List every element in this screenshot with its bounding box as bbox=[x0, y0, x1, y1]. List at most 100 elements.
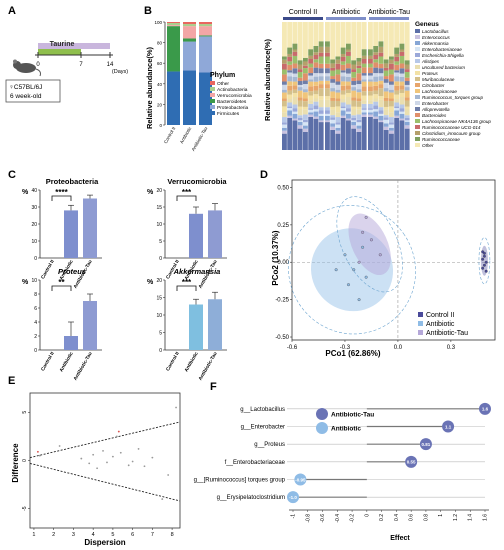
pcoa-point bbox=[334, 268, 338, 272]
genus-bar-segment bbox=[282, 98, 287, 101]
genus-bar-segment bbox=[292, 55, 298, 64]
subplot-bar bbox=[208, 299, 222, 350]
genus-bar-segment bbox=[330, 22, 336, 60]
dispersion-point bbox=[36, 450, 39, 453]
genus-bar-segment bbox=[308, 22, 314, 50]
genus-bar-segment bbox=[351, 69, 357, 72]
genus-bar-segment bbox=[351, 115, 357, 118]
genus-bar-segment bbox=[325, 52, 330, 57]
genus-bar-segment bbox=[318, 122, 324, 150]
genus-bar-segment bbox=[394, 115, 400, 118]
genus-bar-segment bbox=[361, 86, 367, 92]
genus-bar-segment bbox=[351, 97, 357, 101]
subplot-bar bbox=[208, 210, 222, 258]
effect-xtick-label: 0.6 bbox=[409, 514, 415, 521]
genus-bar-segment bbox=[335, 81, 341, 85]
genus-bar-segment bbox=[383, 109, 389, 116]
genus-legend-label: Lachnospiraceae bbox=[422, 89, 457, 94]
dispersion-point bbox=[115, 435, 118, 438]
subplot-xtick-label: Antibiotic bbox=[58, 351, 74, 373]
genus-bar-segment bbox=[356, 122, 362, 126]
lower-threshold-line bbox=[29, 462, 181, 502]
pcoa-point bbox=[481, 257, 485, 261]
dispersion-point bbox=[58, 445, 61, 447]
subplot-title: Proteus bbox=[58, 267, 86, 276]
subplot-xtick-label: Control II bbox=[165, 350, 181, 372]
genus-bar-segment bbox=[361, 49, 367, 56]
pcoa-xtick-label: -0.6 bbox=[287, 345, 298, 351]
pcoa-frame bbox=[291, 179, 496, 341]
significance-stars: *** bbox=[182, 278, 192, 287]
genus-bar-segment bbox=[373, 45, 379, 53]
genus-bar-segment bbox=[297, 81, 303, 85]
effect-xtick-label: -0.8 bbox=[305, 514, 311, 523]
subplot-ytick-label: 2 bbox=[34, 334, 37, 340]
genus-bar-segment bbox=[399, 111, 405, 114]
genus-bar-segment bbox=[303, 89, 308, 93]
genus-bar-segment bbox=[292, 68, 298, 74]
dispersion-point bbox=[111, 455, 114, 458]
genus-bar-segment bbox=[303, 101, 308, 107]
genus-bar-segment bbox=[346, 89, 351, 93]
effect-xtick-label: 1 bbox=[438, 514, 444, 517]
phylum-legend-label: Other bbox=[217, 81, 229, 87]
genus-bar-segment bbox=[394, 47, 400, 54]
genus-bar-segment bbox=[356, 73, 362, 81]
genus-group-header: Antibiotic-Tau bbox=[368, 9, 410, 16]
genus-bar-segment bbox=[287, 106, 293, 109]
panel-e-letter: E bbox=[8, 375, 15, 387]
genus-bar-segment bbox=[313, 116, 319, 119]
genus-bar-segment bbox=[346, 113, 351, 119]
subplot-bar bbox=[189, 304, 203, 350]
genus-bar-segment bbox=[378, 110, 384, 114]
genus-bar-segment bbox=[346, 55, 351, 64]
pcoa-point bbox=[482, 251, 486, 255]
genus-bar-segment bbox=[287, 70, 293, 73]
genus-bar-segment bbox=[313, 101, 319, 106]
dispersion-point bbox=[119, 451, 122, 454]
genus-legend-label: Enterococcus bbox=[422, 35, 451, 40]
pcoa-legend-swatch bbox=[418, 321, 423, 326]
genus-bar-segment bbox=[368, 73, 373, 76]
subplot-ytick-label: 0 bbox=[159, 348, 162, 354]
genus-bar-segment bbox=[335, 59, 341, 64]
phylum-bar-segment bbox=[199, 24, 212, 27]
genus-bar-segment bbox=[318, 46, 324, 53]
genus-bar-segment bbox=[378, 73, 384, 77]
genus-bar-segment bbox=[373, 59, 379, 63]
genus-bar-segment bbox=[351, 77, 357, 82]
phylum-legend-swatch bbox=[210, 99, 215, 103]
pcoa-point bbox=[482, 263, 486, 267]
genus-bar-segment bbox=[394, 117, 400, 150]
genus-bar-segment bbox=[318, 99, 324, 108]
genus-bar-segment bbox=[389, 22, 394, 57]
genus-bar-segment bbox=[361, 73, 367, 76]
genus-bar-segment bbox=[373, 118, 379, 150]
genus-group-bar bbox=[326, 17, 366, 20]
genus-bar-segment bbox=[292, 97, 298, 105]
genus-bar-segment bbox=[356, 80, 362, 85]
genus-bar-segment bbox=[325, 80, 330, 85]
genus-bar-segment bbox=[287, 61, 293, 65]
genus-bar-segment bbox=[389, 74, 394, 82]
genus-bar-segment bbox=[404, 121, 410, 126]
genus-legend-label: Citrobacter bbox=[422, 83, 445, 88]
genus-bar-segment bbox=[282, 22, 287, 57]
genus-legend-label: Akkermansia bbox=[421, 41, 449, 46]
genus-bar-segment bbox=[346, 97, 351, 105]
genus-bar-segment bbox=[373, 85, 379, 91]
genus-bar-segment bbox=[399, 22, 405, 44]
genus-bar-segment bbox=[292, 22, 298, 44]
genus-bar-segment bbox=[313, 105, 319, 110]
genus-bars bbox=[282, 22, 410, 150]
genus-bar-segment bbox=[313, 118, 319, 150]
genus-legend-swatch bbox=[415, 119, 420, 123]
effect-xtick-label: 0 bbox=[364, 514, 370, 517]
taxon-effect-value: -0.95 bbox=[295, 477, 306, 482]
genus-bar-segment bbox=[340, 110, 346, 116]
panel-f: F -1 -0.8 -0.6 -0.4 -0.2 0 0.2 0.4 0.6 0.8 1 1.2 1.4… bbox=[194, 381, 491, 542]
significance-stars: **** bbox=[55, 188, 68, 197]
genus-bar-segment bbox=[394, 102, 400, 107]
taurine-label: Taurine bbox=[50, 41, 75, 48]
